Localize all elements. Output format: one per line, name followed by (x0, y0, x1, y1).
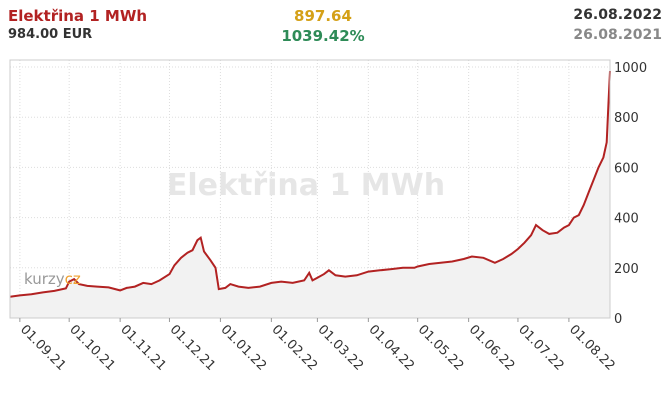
y-axis: 0 200 400 600 800 1000 (614, 61, 647, 327)
x-tick-label: 01.01.22 (218, 322, 270, 374)
instrument-title: Elektřina 1 MWh (8, 7, 148, 25)
price-area (10, 71, 610, 318)
x-tick-label: 01.07.22 (515, 322, 567, 374)
x-tick-label: 01.05.22 (415, 322, 467, 374)
x-tick-label: 01.10.21 (66, 322, 118, 374)
absolute-change: 897.64 (294, 7, 352, 25)
x-tick-label: 01.04.22 (366, 322, 418, 374)
x-tick-label: 01.08.22 (566, 322, 618, 374)
y-tick-label: 1000 (614, 61, 647, 76)
logo-text: kurzy (24, 270, 65, 288)
y-tick-label: 800 (614, 111, 639, 126)
plot-frame (9, 59, 611, 319)
x-tick-label: 01.03.22 (315, 322, 367, 374)
y-tick-label: 200 (614, 262, 639, 277)
x-tick-label: 01.09.21 (17, 322, 69, 374)
x-tick-label: 01.02.22 (269, 322, 321, 374)
start-date: 26.08.2021 (573, 27, 662, 43)
y-tick-label: 0 (614, 312, 622, 327)
y-tick-label: 600 (614, 161, 639, 176)
chart-watermark: Elektřina 1 MWh (167, 168, 445, 203)
x-tick-label: 01.11.21 (117, 322, 169, 374)
y-tick-label: 400 (614, 212, 639, 227)
current-price: 984.00 EUR (8, 27, 93, 42)
price-line (9, 70, 611, 298)
x-tick-label: 01.06.22 (466, 322, 518, 374)
percent-change: 1039.42% (281, 27, 365, 45)
kurzy-logo: kurzycz (24, 270, 81, 288)
x-tick-label: 01.12.21 (167, 322, 219, 374)
end-date: 26.08.2022 (573, 7, 662, 23)
logo-accent: cz (65, 270, 81, 288)
